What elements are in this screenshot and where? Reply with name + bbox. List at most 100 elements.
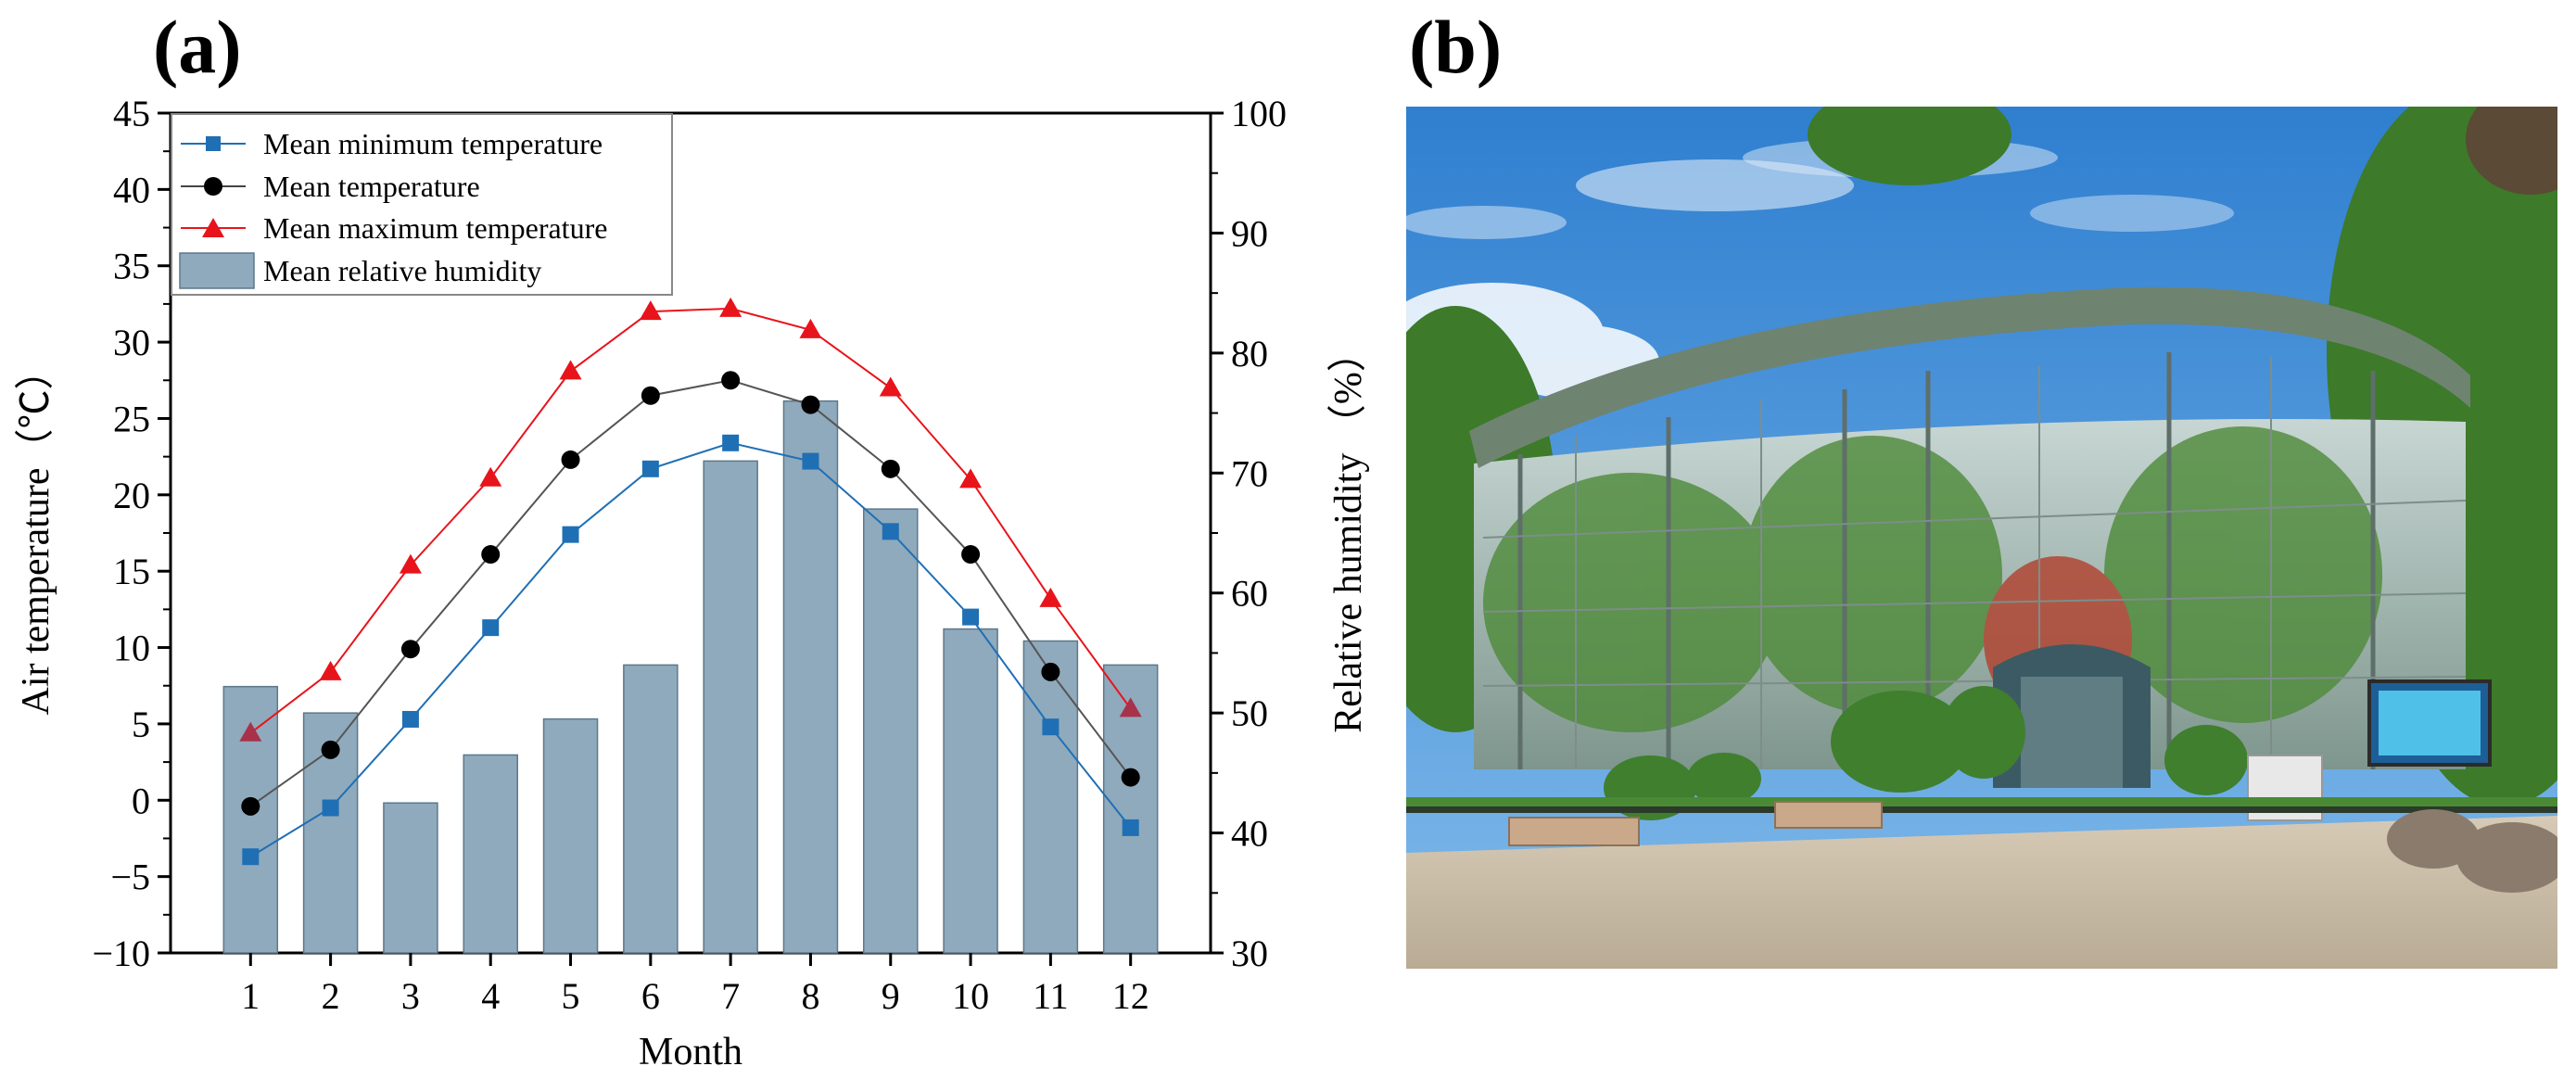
humidity-bar-4 [463, 754, 518, 954]
bench-right [1774, 801, 1883, 829]
humidity-bars [222, 400, 1159, 954]
legend-mean-label: Mean temperature [263, 170, 480, 203]
right-tick-label: 70 [1231, 452, 1268, 494]
legend-max-label: Mean maximum temperature [263, 211, 607, 245]
chart-legend: Mean minimum temperature Mean temperatur… [171, 113, 673, 296]
right-tick-label: 80 [1231, 333, 1268, 374]
marker-square-3 [401, 710, 419, 728]
marker-triangle-5 [559, 360, 582, 380]
marker-square-6 [641, 460, 659, 477]
lawn [1406, 797, 2557, 806]
left-tick-label: 30 [113, 322, 150, 363]
line-square [249, 441, 1132, 858]
left-tick-label: −10 [92, 933, 150, 974]
x-tick-label-10: 10 [952, 975, 989, 1017]
marker-square-10 [962, 608, 980, 626]
marker-circle-3 [400, 640, 420, 659]
legend-item-max: Mean maximum temperature [181, 211, 607, 245]
legend-box [171, 113, 673, 296]
line-triangle [249, 307, 1132, 734]
bench-left [1508, 817, 1640, 846]
x-tick-label-1: 1 [241, 975, 260, 1017]
marker-square-9 [882, 523, 899, 540]
marker-circle-1 [241, 796, 260, 816]
temperature-lines [249, 307, 1132, 858]
left-tick-label: −5 [110, 857, 150, 898]
left-tick-label: 40 [113, 169, 150, 210]
left-tick-label: 20 [113, 475, 150, 516]
left-tick-label: 25 [113, 398, 150, 439]
humidity-bar-3 [383, 802, 438, 954]
x-tick-label-12: 12 [1112, 975, 1149, 1017]
marker-triangle-11 [1039, 587, 1062, 607]
marker-triangle-7 [719, 297, 742, 317]
marker-square-11 [1042, 718, 1060, 736]
marker-circle-4 [481, 545, 501, 565]
marker-circle-5 [561, 450, 580, 469]
marker-circle-10 [961, 545, 981, 565]
chart-axes: −10 −5 0 5 10 15 20 25 30 35 40 45 30 40 50 60 70 80 90 100… [92, 93, 1287, 1017]
pavement [1406, 816, 2557, 969]
legend-humidity-label: Mean relative humidity [263, 254, 541, 287]
humidity-bar-8 [782, 400, 839, 954]
left-tick-label: 45 [113, 93, 150, 134]
legend-min-label: Mean minimum temperature [263, 127, 603, 160]
marker-circle-6 [641, 386, 660, 405]
left-tick-label: 0 [132, 780, 150, 821]
right-tick-label: 50 [1231, 692, 1268, 734]
legend-min-marker [206, 136, 221, 151]
legend-mean-marker [204, 177, 222, 196]
marker-triangle-12 [1119, 697, 1142, 717]
right-tick-label: 60 [1231, 573, 1268, 615]
x-tick-label-7: 7 [721, 975, 740, 1017]
marker-circle-11 [1041, 662, 1060, 681]
temperature-markers [239, 297, 1142, 866]
legend-item-mean: Mean temperature [181, 170, 480, 203]
marker-square-1 [242, 848, 260, 866]
x-tick-label-11: 11 [1033, 975, 1069, 1017]
humidity-bar-10 [943, 628, 998, 954]
marker-triangle-3 [399, 553, 422, 574]
x-axis-title: Month [639, 1031, 742, 1073]
left-tick-label: 10 [113, 628, 150, 669]
right-tick-label: 30 [1231, 933, 1268, 974]
greenhouse-roof [1469, 286, 2470, 468]
humidity-bar-11 [1022, 640, 1079, 954]
foreground-shrubs [1604, 686, 2248, 820]
marker-circle-2 [321, 740, 340, 759]
info-sign [2367, 679, 2492, 767]
y-axis-right-title: Relative humidity （%） [1327, 333, 1370, 733]
marker-square-4 [482, 619, 500, 637]
entrance [1993, 644, 2151, 788]
rocks [2387, 809, 2557, 893]
marker-square-5 [562, 526, 579, 543]
marker-circle-7 [721, 371, 741, 390]
greenhouse-photo [1406, 107, 2557, 969]
left-tick-label: 5 [132, 704, 150, 745]
marker-triangle-10 [959, 468, 983, 489]
marker-circle-8 [801, 395, 820, 414]
humidity-bar-5 [542, 717, 599, 954]
left-tick-label: 35 [113, 246, 150, 287]
marker-square-2 [322, 799, 339, 817]
right-tick-label: 40 [1231, 813, 1268, 855]
climate-chart: −10 −5 0 5 10 15 20 25 30 35 40 45 30 40 50 60 70 80 90 100… [15, 93, 1370, 1073]
interior-plants [1483, 426, 2382, 732]
legend-humidity-swatch [179, 252, 255, 289]
left-tick-label: 15 [113, 551, 150, 592]
right-tick-label: 100 [1231, 93, 1287, 134]
marker-square-12 [1122, 819, 1139, 836]
right-tick-label: 90 [1231, 212, 1268, 254]
panel-a-label: (a) [153, 5, 242, 89]
x-tick-label-3: 3 [401, 975, 420, 1017]
legend-item-humidity: Mean relative humidity [179, 252, 541, 289]
x-tick-label-9: 9 [882, 975, 900, 1017]
marker-triangle-2 [319, 660, 342, 680]
panel-b-label: (b) [1409, 5, 1502, 89]
line-circle [249, 379, 1132, 807]
x-tick-label-4: 4 [481, 975, 500, 1017]
legend-max-marker [202, 218, 224, 237]
humidity-bar-7 [703, 460, 758, 954]
y-axis-left-title: Air temperature（℃） [15, 350, 57, 715]
x-tick-label-2: 2 [322, 975, 340, 1017]
